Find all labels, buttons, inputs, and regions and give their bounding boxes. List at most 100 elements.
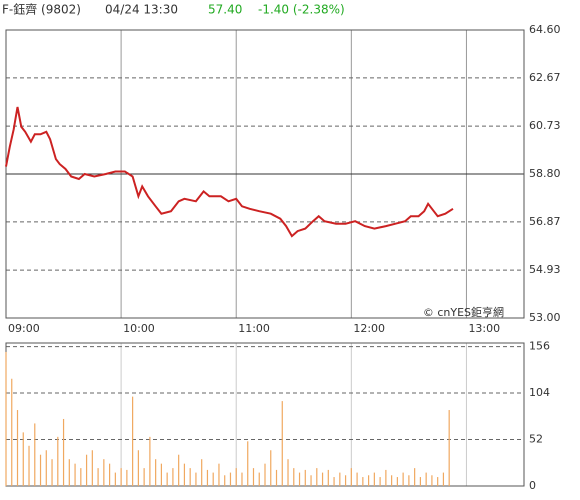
price-line <box>5 106 454 238</box>
volume-bar <box>298 472 301 486</box>
volume-bar <box>344 475 347 486</box>
volume-bar <box>356 472 358 486</box>
volume-bar <box>183 463 186 486</box>
volume-bar <box>114 472 116 486</box>
volume-bar <box>62 418 65 486</box>
volume-bar <box>178 454 180 486</box>
y-tick-label: 62.67 <box>529 71 561 84</box>
change: -1.40 (-2.38%) <box>258 3 345 17</box>
volume-bar <box>241 472 243 486</box>
volume-bar <box>425 472 427 486</box>
watermark: © cnYES鉅亨網 <box>423 305 504 319</box>
volume-bar <box>442 472 445 486</box>
volume-bar <box>252 468 255 486</box>
y-tick-label: 58.80 <box>529 167 561 180</box>
volume-bar <box>218 463 220 486</box>
volume-bar <box>362 477 364 486</box>
volume-bar <box>327 469 329 486</box>
volume-bar <box>408 475 410 486</box>
y-tick-label: 53.00 <box>529 311 561 324</box>
volume-bar <box>264 463 266 486</box>
volume-bar <box>206 469 209 486</box>
volume-bar <box>275 469 278 486</box>
volume-bar <box>224 475 226 486</box>
volume-bar <box>229 472 232 486</box>
volume-bar <box>379 477 381 486</box>
volume-bar <box>149 436 151 486</box>
volume-bar <box>5 351 7 486</box>
volume-bar <box>34 423 36 486</box>
volume-bar <box>160 463 162 486</box>
volume-bar <box>155 459 157 486</box>
x-tick-label: 11:00 <box>238 322 270 335</box>
y-tick-label: 104 <box>529 386 550 399</box>
volume-bar <box>22 432 24 486</box>
y-tick-label: 52 <box>529 433 543 446</box>
volume-bar <box>16 410 19 486</box>
volume-bar <box>414 468 416 486</box>
volume-bar <box>85 454 88 486</box>
y-tick-label: 54.93 <box>529 263 561 276</box>
x-tick-label: 09:00 <box>8 322 40 335</box>
volume-bar <box>350 468 352 486</box>
datetime: 04/24 13:30 <box>105 3 178 17</box>
y-tick-label: 60.73 <box>529 119 561 132</box>
volume-bar <box>368 475 370 486</box>
volume-bar <box>333 477 335 486</box>
y-tick-label: 156 <box>529 340 550 353</box>
volume-bar <box>448 410 450 486</box>
volume-bar <box>270 450 272 486</box>
volume-bar <box>57 436 59 486</box>
volume-bar <box>247 441 249 486</box>
volume-bar <box>304 469 306 486</box>
volume-bar <box>91 450 93 486</box>
volume-bar <box>321 472 324 486</box>
volume-bar <box>51 459 53 486</box>
x-tick-label: 13:00 <box>468 322 500 335</box>
volume-bar <box>45 450 47 486</box>
volume-bar <box>189 468 191 486</box>
volume-bar <box>437 477 439 486</box>
volume-bar <box>103 459 105 486</box>
volume-bar <box>212 472 214 486</box>
volume-bar <box>258 472 260 486</box>
volume-bar <box>109 463 111 486</box>
volume-bar <box>172 468 174 486</box>
volume-bar <box>339 472 341 486</box>
x-tick-label: 10:00 <box>123 322 155 335</box>
volume-bar <box>281 401 283 486</box>
volume-bar <box>431 475 433 486</box>
volume-bar <box>11 378 13 486</box>
volume-bar <box>28 445 30 486</box>
volume-bar <box>39 454 42 486</box>
volume-bar <box>310 475 312 486</box>
volume-bar <box>68 459 70 486</box>
volume-bar <box>143 468 145 486</box>
volume-bar <box>195 472 197 486</box>
y-tick-label: 64.60 <box>529 23 561 36</box>
volume-bar <box>396 477 398 486</box>
volume-bar <box>373 472 375 486</box>
volume-bar <box>391 475 393 486</box>
price: 57.40 <box>208 3 242 17</box>
volume-bar <box>235 468 237 486</box>
volume-bar <box>419 477 421 486</box>
y-tick-label: 56.87 <box>529 215 561 228</box>
volume-bar <box>201 459 203 486</box>
stock-name: F-鈺齊 (9802) <box>2 2 81 17</box>
volume-bar <box>402 472 404 486</box>
volume-bar <box>287 459 289 486</box>
volume-bar <box>316 468 318 486</box>
volume-bar <box>385 469 387 486</box>
volume-bar <box>97 468 99 486</box>
volume-bar <box>74 463 76 486</box>
volume-bar <box>80 468 82 486</box>
volume-bar <box>166 472 168 486</box>
volume-bar <box>293 468 295 486</box>
volume-bar <box>137 450 139 486</box>
plot-frame <box>5 29 525 319</box>
volume-bar <box>126 469 128 486</box>
volume-bar <box>132 396 134 486</box>
